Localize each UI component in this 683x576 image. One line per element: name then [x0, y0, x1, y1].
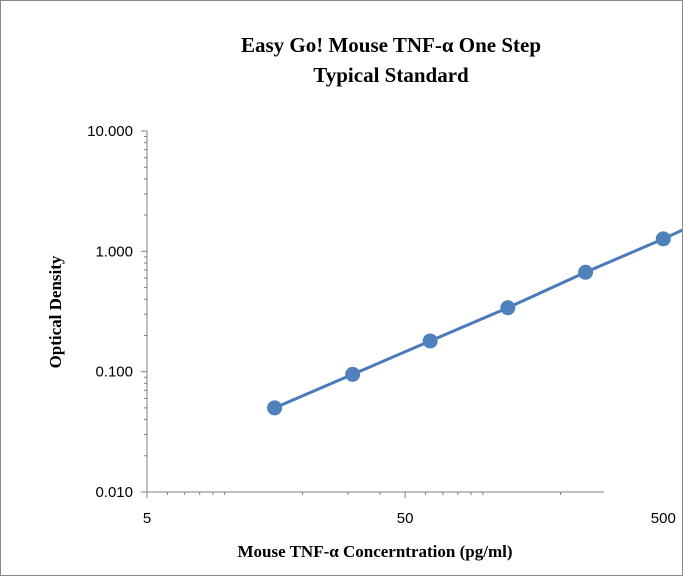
- data-point: [422, 333, 438, 349]
- data-point: [655, 231, 671, 247]
- y-tick-label: 10.000: [87, 123, 133, 140]
- chart-title-line-1: Easy Go! Mouse TNF-α One Step: [240, 33, 542, 57]
- x-tick-label: 5: [143, 510, 151, 527]
- x-tick-label: 500: [651, 510, 676, 527]
- axes-group: [141, 130, 604, 498]
- y-tick-label: 0.010: [95, 484, 133, 501]
- data-point: [578, 264, 594, 280]
- series-group: [267, 228, 682, 416]
- data-point: [500, 300, 516, 316]
- series-line: [273, 228, 682, 410]
- x-tick-label: 50: [397, 510, 414, 527]
- tick-labels-group: 0.010 0.100 1.000 10.000 5 50 500: [87, 123, 676, 527]
- x-axis-title: Mouse TNF-α Concerntration (pg/ml): [237, 542, 512, 561]
- data-point: [267, 400, 283, 416]
- data-point: [345, 366, 361, 382]
- y-tick-label: 1.000: [95, 243, 133, 260]
- chart-title-line-2: Typical Standard: [313, 63, 469, 87]
- y-axis-title: Optical Density: [46, 255, 65, 368]
- y-tick-label: 0.100: [95, 364, 133, 381]
